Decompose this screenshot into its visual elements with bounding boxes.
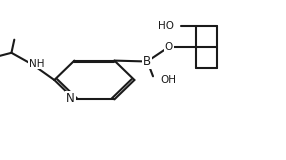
Text: NH: NH xyxy=(29,59,44,68)
Text: N: N xyxy=(66,92,75,105)
Text: B: B xyxy=(143,55,151,68)
Text: O: O xyxy=(165,42,173,52)
Text: OH: OH xyxy=(161,75,177,85)
Text: HO: HO xyxy=(158,21,174,31)
